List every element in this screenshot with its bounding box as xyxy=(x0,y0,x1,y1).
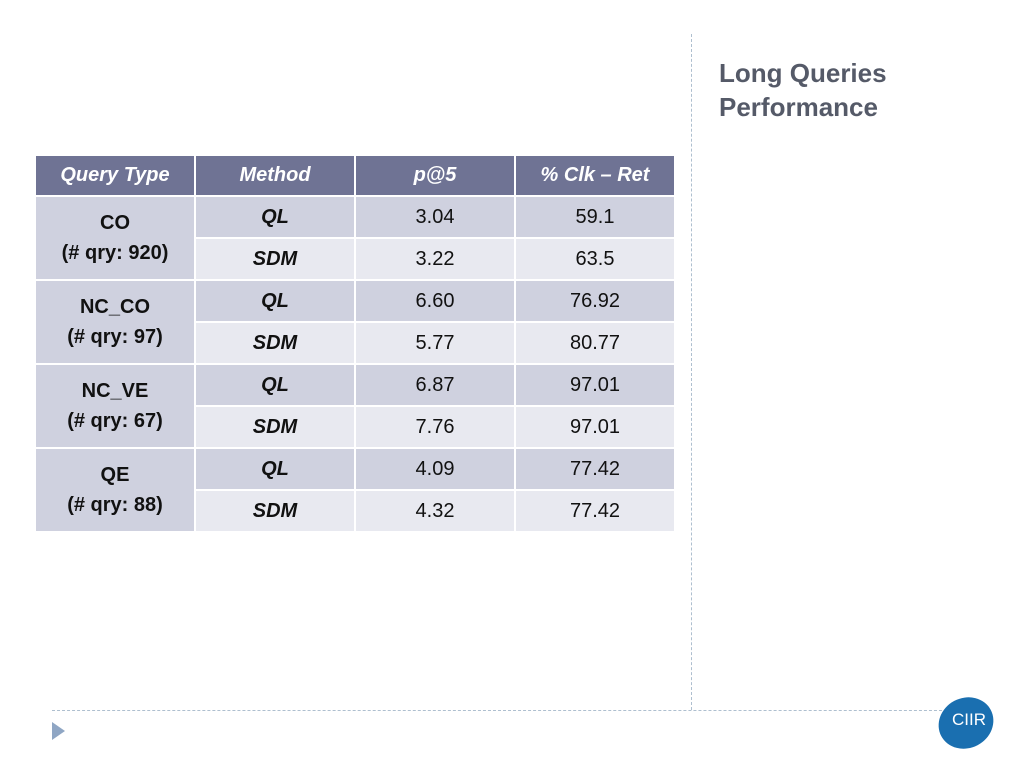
triangle-bullet-icon xyxy=(52,722,65,740)
query-count: (# qry: 67) xyxy=(67,410,163,432)
clk-ret-cell: 97.01 xyxy=(514,405,676,449)
table-row: NC_CO (# qry: 97) QL 6.60 76.92 xyxy=(34,279,676,365)
method-cell: SDM xyxy=(194,321,356,365)
clk-ret-cell: 77.42 xyxy=(514,489,676,533)
results-table: Query Type Method p@5 % Clk – Ret CO (# … xyxy=(34,154,676,533)
header-clk-ret: % Clk – Ret xyxy=(514,154,676,197)
table-row: NC_VE (# qry: 67) QL 6.87 97.01 xyxy=(34,363,676,449)
p5-cell: 7.76 xyxy=(354,405,516,449)
table-row: QE (# qry: 88) QL 4.09 77.42 xyxy=(34,447,676,533)
p5-cell: 3.22 xyxy=(354,237,516,281)
p5-cell: 5.77 xyxy=(354,321,516,365)
slide-title-line-2: Performance xyxy=(719,92,878,122)
header-p-at-5: p@5 xyxy=(354,154,516,197)
query-count: (# qry: 920) xyxy=(61,242,169,264)
query-type-cell: NC_CO (# qry: 97) xyxy=(34,279,196,365)
method-cell: QL xyxy=(194,195,356,239)
query-type-cell: CO (# qry: 920) xyxy=(34,195,196,281)
p5-cell: 4.09 xyxy=(354,447,516,491)
method-cell: QL xyxy=(194,363,356,407)
table-header-row: Query Type Method p@5 % Clk – Ret xyxy=(34,154,676,197)
horizontal-divider xyxy=(52,710,952,711)
clk-ret-cell: 97.01 xyxy=(514,363,676,407)
method-cell: SDM xyxy=(194,237,356,281)
header-method: Method xyxy=(194,154,356,197)
clk-ret-cell: 59.1 xyxy=(514,195,676,239)
table-row: SDM 7.76 97.01 xyxy=(35,405,676,449)
method-cell: QL xyxy=(194,447,356,491)
query-type-name: NC_VE xyxy=(81,380,149,402)
query-type-name: NC_CO xyxy=(79,296,150,318)
query-type-name: QE xyxy=(100,464,130,486)
table-row: SDM 4.32 77.42 xyxy=(35,489,676,533)
clk-ret-cell: 77.42 xyxy=(514,447,676,491)
ciir-logo-text: CIIR xyxy=(952,710,986,729)
p5-cell: 3.04 xyxy=(354,195,516,239)
query-count: (# qry: 97) xyxy=(67,326,163,348)
table-row: SDM 3.22 63.5 xyxy=(35,237,676,281)
p5-cell: 4.32 xyxy=(354,489,516,533)
clk-ret-cell: 76.92 xyxy=(514,279,676,323)
query-type-cell: QE (# qry: 88) xyxy=(34,447,196,533)
clk-ret-cell: 63.5 xyxy=(514,237,676,281)
header-query-type: Query Type xyxy=(34,154,196,197)
p5-cell: 6.87 xyxy=(354,363,516,407)
query-type-name: CO xyxy=(100,212,130,234)
table-row: SDM 5.77 80.77 xyxy=(35,321,676,365)
table-row: CO (# qry: 920) QL 3.04 59.1 xyxy=(34,195,676,281)
method-cell: SDM xyxy=(194,405,356,449)
slide-title-line-1: Long Queries xyxy=(719,58,887,88)
query-type-cell: NC_VE (# qry: 67) xyxy=(34,363,196,449)
clk-ret-cell: 80.77 xyxy=(514,321,676,365)
vertical-divider xyxy=(691,34,692,710)
p5-cell: 6.60 xyxy=(354,279,516,323)
slide-title: Long Queries Performance xyxy=(719,56,1009,124)
method-cell: QL xyxy=(194,279,356,323)
query-count: (# qry: 88) xyxy=(67,494,163,516)
method-cell: SDM xyxy=(194,489,356,533)
